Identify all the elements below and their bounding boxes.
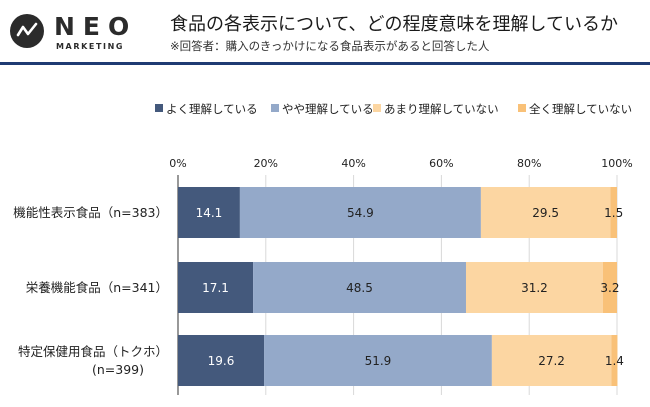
data-label: 31.2 [521, 281, 548, 295]
data-label: 48.5 [346, 281, 373, 295]
legend-label: やや理解している [282, 102, 374, 116]
logo-wordmark: NEO [54, 12, 138, 41]
legend-swatch [155, 104, 163, 112]
data-label: 14.1 [196, 206, 223, 220]
data-label: 17.1 [202, 281, 229, 295]
category-label: 特定保健用食品（トクホ） [18, 344, 168, 359]
category-label: 栄養機能食品（n=341） [26, 280, 168, 295]
data-label: 54.9 [347, 206, 374, 220]
bar-segment [480, 187, 611, 238]
bar-segment [610, 187, 617, 238]
x-tick-label: 40% [341, 157, 365, 170]
bar-segment [491, 335, 612, 386]
bar-segment [602, 262, 617, 313]
legend-swatch [271, 104, 279, 112]
page-title: 食品の各表示について、どの程度意味を理解しているか [170, 14, 619, 35]
legend-swatch [373, 104, 381, 112]
data-label: 1.5 [604, 206, 623, 220]
x-tick-label: 60% [429, 157, 453, 170]
category-label: (n=399) [92, 362, 144, 377]
legend-label: よく理解している [166, 102, 258, 116]
legend-label: あまり理解していない [384, 102, 499, 116]
header-divider [0, 62, 650, 65]
x-tick-label: 100% [601, 157, 632, 170]
data-label: 3.2 [600, 281, 619, 295]
bar-segment [611, 335, 618, 386]
page-subtitle: ※回答者：購入のきっかけになる食品表示があると回答した人 [170, 39, 490, 53]
data-label: 51.9 [365, 354, 392, 368]
logo-tagline: MARKETING [56, 42, 125, 51]
legend-swatch [518, 104, 526, 112]
bar-segment [178, 335, 265, 386]
data-label: 19.6 [208, 354, 235, 368]
neo-marketing-logo: NEO MARKETING [10, 12, 160, 56]
logo-mark-icon [10, 14, 44, 48]
data-label: 27.2 [538, 354, 565, 368]
x-tick-label: 0% [169, 157, 186, 170]
x-tick-label: 80% [517, 157, 541, 170]
bar-segment [465, 262, 603, 313]
bar-segment [178, 262, 254, 313]
data-label: 1.4 [605, 354, 624, 368]
category-label: 機能性表示食品（n=383） [13, 205, 168, 220]
data-label: 29.5 [532, 206, 559, 220]
x-tick-label: 20% [254, 157, 278, 170]
bar-segment [239, 187, 481, 238]
bar-segment [253, 262, 466, 313]
bar-segment [264, 335, 492, 386]
bar-segment [178, 187, 240, 238]
legend-label: 全く理解していない [529, 102, 632, 116]
